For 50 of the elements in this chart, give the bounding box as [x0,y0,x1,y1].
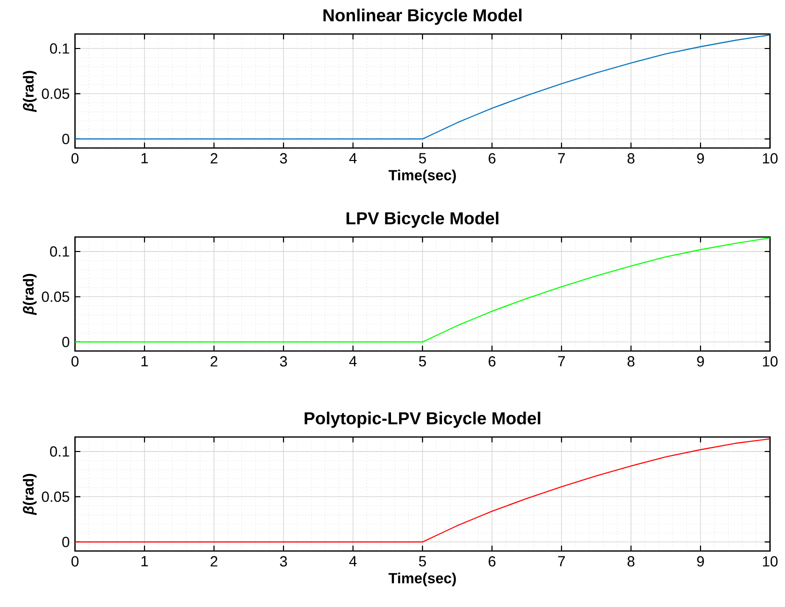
y-tick-label: 0.1 [50,246,70,257]
x-tick-label: 2 [210,556,218,566]
y-tick-label: 0.1 [50,43,70,54]
x-tick-label: 5 [419,356,426,366]
x-tick-label: 2 [210,153,218,164]
x-tick-label: 5 [419,556,426,566]
chart-title: LPV Bicycle Model [346,212,498,228]
x-tick-label: 5 [419,153,426,164]
chart-title: Nonlinear Bicycle Model [323,8,522,25]
x-tick-label: 1 [142,153,148,164]
x-tick-label: 0 [71,356,78,367]
y-tick-label: 0 [62,134,70,144]
x-tick-label: 3 [280,356,287,367]
x-tick-label: 6 [488,556,496,567]
x-axis-title: Time(sec) [388,572,456,586]
y-tick-label: 0.05 [42,88,70,99]
x-tick-label: 9 [697,556,704,567]
y-tick-label: 0 [62,336,70,348]
x-tick-label: 6 [488,356,496,367]
x-tick-label: 1 [142,356,148,366]
x-tick-label: 2 [210,356,218,366]
y-axis-title: β(rad) [22,474,37,516]
x-tick-label: 3 [280,556,287,567]
y-tick-label: 0.05 [42,492,70,502]
chart-title: Polytopic-LPV Bicycle Model [304,412,540,428]
x-tick-label: 4 [349,153,357,164]
x-tick-label: 10 [762,356,778,367]
x-tick-label: 3 [280,153,287,164]
x-tick-label: 8 [628,153,634,164]
x-tick-label: 6 [488,153,496,164]
x-tick-label: 9 [697,356,704,367]
x-tick-label: 0 [71,153,78,164]
x-tick-label: 10 [762,153,778,164]
y-tick-label: 0 [62,536,70,548]
y-tick-label: 0.1 [50,446,70,457]
x-tick-label: 8 [628,356,634,367]
x-tick-label: 10 [762,556,778,567]
x-tick-label: 4 [349,556,357,566]
x-tick-label: 0 [71,556,78,567]
x-tick-label: 4 [349,356,357,366]
x-tick-label: 7 [558,356,565,366]
y-axis-title: β(rad) [22,274,37,316]
x-axis-title: Time(sec) [388,170,456,184]
x-tick-label: 1 [142,556,148,566]
x-tick-label: 7 [558,153,565,164]
x-tick-label: 8 [628,556,634,567]
y-axis-title: β(rad) [22,70,37,112]
x-tick-label: 7 [558,556,565,566]
y-tick-label: 0.05 [42,292,70,302]
x-tick-label: 9 [697,153,704,164]
